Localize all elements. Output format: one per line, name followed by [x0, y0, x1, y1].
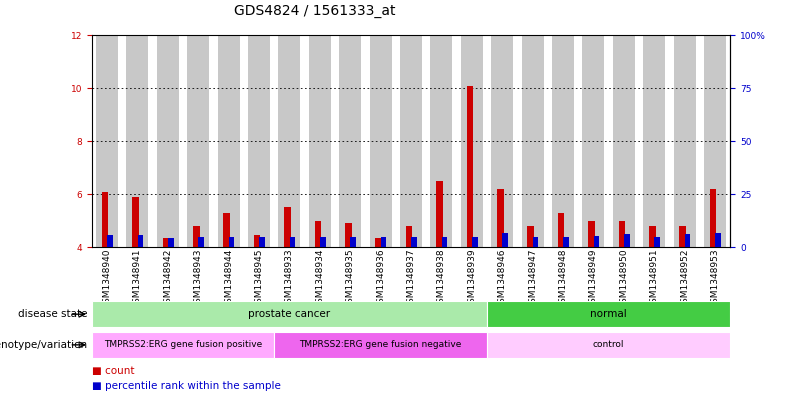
Bar [193, 226, 200, 247]
Text: ■ count: ■ count [92, 366, 134, 376]
Bar [199, 237, 204, 247]
Bar [350, 237, 356, 247]
Bar [163, 238, 169, 247]
Bar [588, 221, 595, 247]
Bar [685, 234, 690, 247]
Bar [613, 35, 634, 247]
Bar [229, 237, 235, 247]
Text: ■ percentile rank within the sample: ■ percentile rank within the sample [92, 381, 281, 391]
Bar [594, 236, 599, 247]
Bar [92, 301, 487, 327]
Bar [503, 233, 508, 247]
Bar [654, 237, 660, 247]
Bar [132, 197, 139, 247]
Bar [533, 237, 539, 247]
Bar [430, 35, 452, 247]
Bar [460, 35, 483, 247]
Bar [248, 35, 270, 247]
Bar [649, 226, 656, 247]
Bar [126, 35, 148, 247]
Bar [345, 223, 352, 247]
Bar [643, 35, 665, 247]
Bar [400, 35, 422, 247]
Bar [492, 35, 513, 247]
Text: control: control [593, 340, 624, 349]
Bar [467, 86, 473, 247]
Bar [102, 192, 109, 247]
Bar [369, 35, 392, 247]
Text: prostate cancer: prostate cancer [248, 309, 330, 319]
Bar [92, 332, 275, 358]
Bar [709, 189, 717, 247]
Bar [107, 235, 113, 247]
Bar [487, 332, 730, 358]
Bar [618, 221, 626, 247]
Text: TMPRSS2:ERG gene fusion positive: TMPRSS2:ERG gene fusion positive [104, 340, 262, 349]
Bar [406, 226, 413, 247]
Bar [218, 35, 239, 247]
Bar [704, 35, 726, 247]
Bar [563, 237, 569, 247]
Bar [339, 35, 361, 247]
Text: disease state: disease state [18, 309, 88, 319]
Bar [624, 234, 630, 247]
Bar [558, 213, 564, 247]
Bar [188, 35, 209, 247]
Bar [168, 238, 173, 247]
Bar [497, 189, 504, 247]
Bar [715, 233, 721, 247]
Bar [441, 237, 447, 247]
Text: normal: normal [591, 309, 627, 319]
Text: GDS4824 / 1561333_at: GDS4824 / 1561333_at [235, 4, 396, 18]
Bar [157, 35, 179, 247]
Bar [522, 35, 543, 247]
Bar [375, 238, 382, 247]
Bar [674, 35, 696, 247]
Bar [679, 226, 686, 247]
Bar [320, 237, 326, 247]
Bar [411, 237, 417, 247]
Bar [284, 208, 291, 247]
Text: TMPRSS2:ERG gene fusion negative: TMPRSS2:ERG gene fusion negative [299, 340, 462, 349]
Bar [309, 35, 330, 247]
Bar [138, 235, 143, 247]
Bar [437, 181, 443, 247]
Bar [279, 35, 300, 247]
Text: genotype/variation: genotype/variation [0, 340, 88, 350]
Bar [259, 237, 265, 247]
Bar [96, 35, 118, 247]
Bar [472, 237, 477, 247]
Bar [487, 301, 730, 327]
Bar [314, 221, 322, 247]
Bar [583, 35, 604, 247]
Bar [527, 226, 534, 247]
Bar [254, 235, 260, 247]
Bar [381, 237, 386, 247]
Bar [552, 35, 574, 247]
Bar [275, 332, 487, 358]
Bar [223, 213, 230, 247]
Bar [290, 237, 295, 247]
